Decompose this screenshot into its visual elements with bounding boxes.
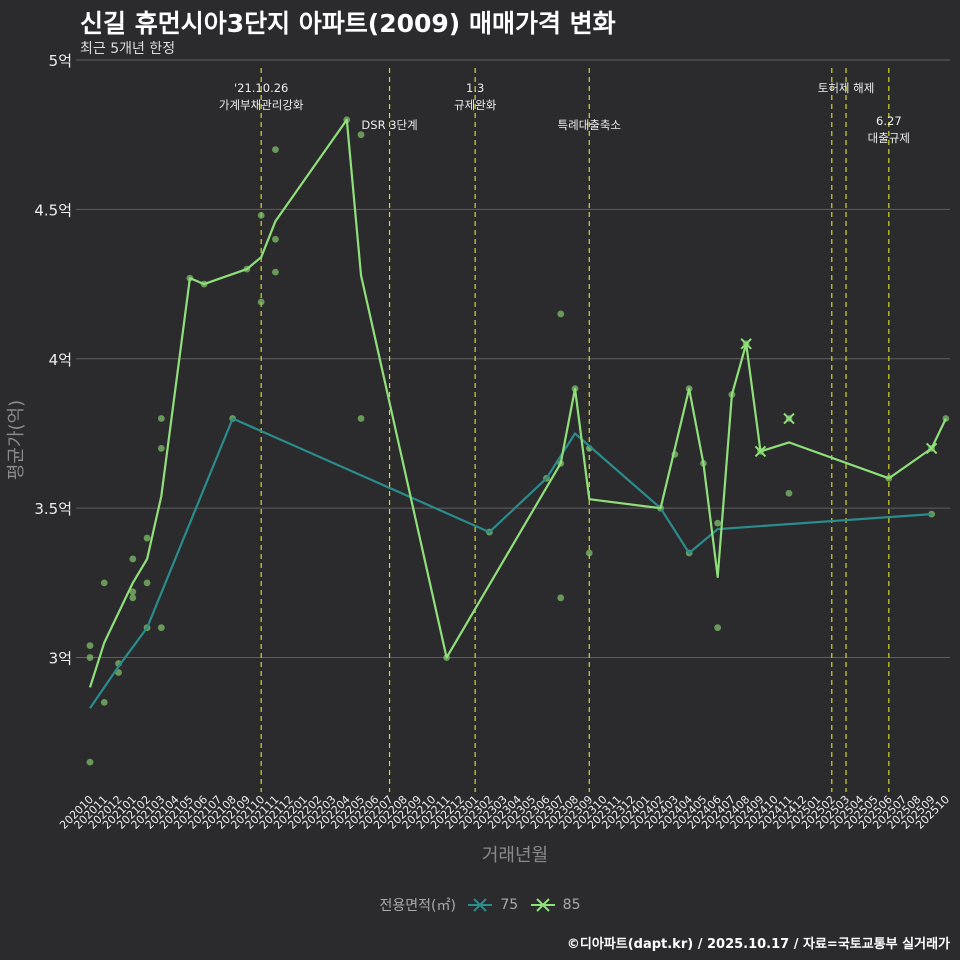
y-axis-title: 평균가(억) [6,400,27,480]
scatter-point [129,594,137,602]
y-tick-label: 4억 [49,351,72,369]
scatter-point [129,555,137,563]
legend: 전용면적(㎡) 75 85 [0,895,960,915]
scatter-point [86,654,94,661]
series-marker-85 [783,412,795,425]
x-axis-title: 거래년월 [482,845,548,866]
event-label: 1.3 [466,81,484,95]
series-marker-85 [740,338,752,350]
event-label: 토허제 해제 [818,81,875,95]
scatter-point [257,211,265,219]
legend-key-85-icon [530,898,555,912]
chart-subtitle: 최근 5개년 한정 [80,41,176,57]
event-label: 대출규제 [868,131,910,145]
chart-title: 신길 휴먼시아3단지 아파트(2009) 매매가격 변화 [80,9,616,38]
scatter-point [100,698,108,706]
scatter-point [272,235,279,243]
series-line-75 [89,417,932,709]
source-caption: ©디아파트(dapt.kr) / 2025.10.17 / 자료=국토교통부 실… [566,937,950,952]
scatter-point [557,310,565,318]
scatter-point [86,758,94,766]
series-marker-85 [754,445,767,458]
legend-title: 전용면적(㎡) [379,898,456,914]
scatter-point [272,268,279,276]
scatter-point [143,534,151,542]
scatter-point [129,588,137,596]
scatter-point [157,415,165,422]
scatter-point [557,594,565,602]
scatter-point [100,579,108,587]
series-line-85 [88,118,947,688]
event-label: 규제완화 [454,98,497,112]
event-label: '21.10.26 [234,81,288,95]
y-tick-label: 4.5억 [34,201,72,219]
event-label: 가계부채관리강화 [219,98,304,112]
scatter-point [714,519,722,527]
series-marker-85 [925,442,938,455]
event-label: 특례대출축소 [558,118,621,132]
scatter-point [157,624,165,632]
legend-label-75: 75 [500,897,519,913]
scatter-point [272,146,279,154]
legend-label-85: 85 [562,897,581,913]
scatter-point [785,489,793,497]
scatter-point [86,642,94,649]
scatter-point [357,131,365,139]
scatter-point [714,624,722,632]
scatter-point [928,510,936,518]
legend-item-75: 75 [466,897,518,913]
scatter-point [357,415,365,422]
event-label: 6.27 [876,114,902,128]
scatter-point [143,579,151,587]
scatter-point [157,445,165,452]
y-tick-label: 3억 [49,650,72,668]
y-tick-label: 3.5억 [34,500,72,518]
legend-key-75-icon [468,898,493,912]
y-tick-label: 5억 [49,52,72,70]
event-label: DSR 3단계 [361,118,417,132]
legend-item-85: 85 [529,897,581,913]
scatter-point [257,298,265,306]
scatter-point [585,549,593,557]
